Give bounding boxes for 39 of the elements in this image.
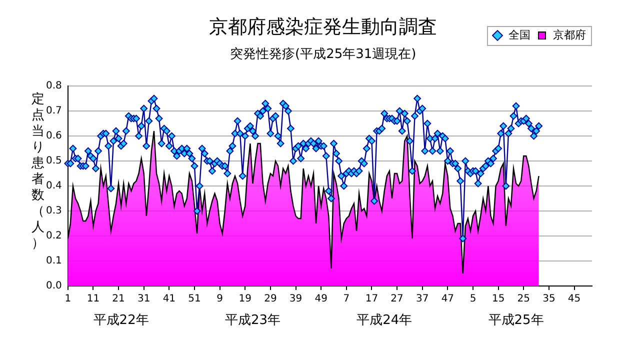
text: 平成23年 bbox=[224, 312, 281, 328]
x-tick-label: 5 bbox=[470, 294, 476, 305]
x-tick-label: 41 bbox=[162, 294, 176, 305]
y-tick-label: 0.6 bbox=[46, 130, 62, 142]
chart-subtitle: 突発性発疹(平成25年31週現在) bbox=[230, 46, 416, 63]
chart-title: 京都府感染症発生動向調査 bbox=[209, 16, 437, 38]
x-tick-label: 37 bbox=[416, 294, 429, 305]
legend-label: 京都府 bbox=[553, 28, 586, 42]
y-tick-label: 0.8 bbox=[46, 80, 62, 92]
x-tick-label: 15 bbox=[492, 294, 505, 305]
y-tick-label: 0.7 bbox=[46, 106, 62, 117]
x-tick-label: 1 bbox=[64, 294, 72, 305]
x-tick-label: 27 bbox=[390, 294, 404, 305]
x-tick-label: 17 bbox=[365, 294, 378, 305]
text: 平成22年 bbox=[93, 312, 149, 328]
x-tick-label: 31 bbox=[137, 294, 150, 305]
x-tick-label: 47 bbox=[441, 294, 454, 305]
text: 平成24年 bbox=[356, 312, 412, 328]
y-tick-label: 0.0 bbox=[46, 280, 62, 292]
x-tick-label: 11 bbox=[86, 294, 100, 305]
x-tick-label: 19 bbox=[238, 294, 252, 305]
y-tick-label: 0.2 bbox=[46, 230, 62, 242]
y-tick-label: 0.5 bbox=[46, 156, 62, 167]
legend-label: 全国 bbox=[508, 28, 530, 42]
x-tick-label: 51 bbox=[188, 294, 201, 305]
x-tick-label: 21 bbox=[112, 294, 125, 305]
x-tick-label: 25 bbox=[517, 294, 530, 305]
x-tick-label: 29 bbox=[264, 294, 277, 305]
y-tick-label: 0.4 bbox=[46, 180, 62, 192]
x-tick-label: 35 bbox=[542, 294, 556, 305]
x-tick-label: 7 bbox=[343, 294, 350, 305]
x-tick-label: 9 bbox=[216, 294, 224, 305]
x-tick-label: 39 bbox=[289, 294, 302, 305]
text: 平成25年 bbox=[488, 312, 544, 328]
text: 定点当り患者数（人） bbox=[32, 92, 44, 251]
y-tick-label: 0.1 bbox=[46, 256, 62, 267]
x-tick-label: 45 bbox=[568, 294, 581, 305]
x-tick-label: 49 bbox=[314, 294, 328, 305]
y-tick-label: 0.3 bbox=[46, 206, 62, 217]
